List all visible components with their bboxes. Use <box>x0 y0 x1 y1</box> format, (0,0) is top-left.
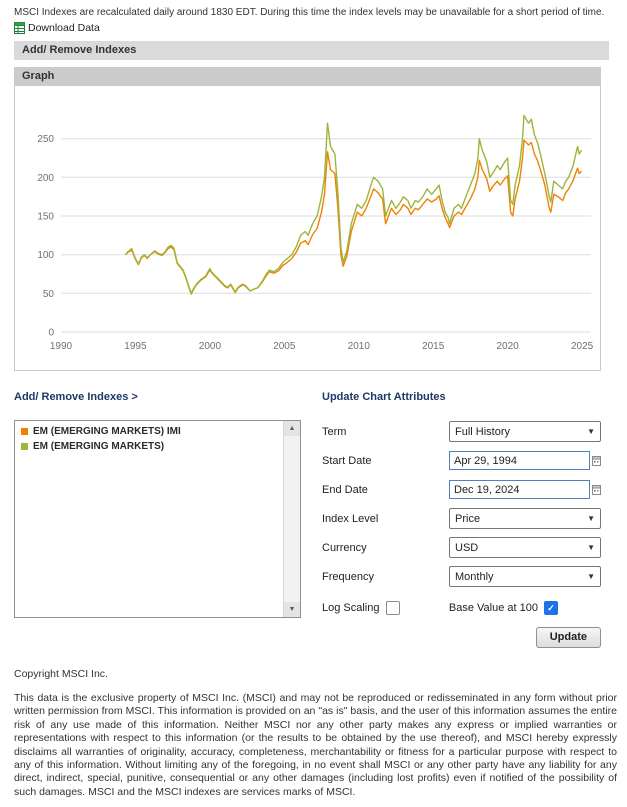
term-select[interactable]: Full History ▼ <box>449 421 601 442</box>
x-axis-tick-label: 2000 <box>199 341 222 352</box>
index-list-item-label: EM (EMERGING MARKETS) IMI <box>33 426 181 437</box>
frequency-label: Frequency <box>322 570 374 583</box>
index-chart: 0 50 100 150 200 250 1990 1995 2000 2005 2010 2015 2… <box>37 114 594 352</box>
update-button-row: Update <box>322 627 601 648</box>
index-list-item[interactable]: EM (EMERGING MARKETS) <box>17 439 281 454</box>
chevron-down-icon: ▼ <box>587 427 595 436</box>
log-scaling-group: Log Scaling <box>322 601 400 615</box>
calendar-icon[interactable] <box>592 484 601 495</box>
chevron-down-icon: ▼ <box>587 543 595 552</box>
start-date-row: Start Date Apr 29, 1994 <box>322 450 601 471</box>
frequency-select-value: Monthly <box>455 570 494 583</box>
term-row: Term Full History ▼ <box>322 421 601 442</box>
base-value-label: Base Value at 100 <box>448 602 538 614</box>
y-axis-tick-label: 200 <box>37 173 54 184</box>
lower-panel: Add/ Remove Indexes > EM (EMERGING MARKE… <box>14 391 601 652</box>
index-list-item-label: EM (EMERGING MARKETS) <box>33 441 165 452</box>
series-color-swatch <box>21 428 28 435</box>
y-axis-tick-label: 0 <box>48 328 54 339</box>
msci-index-tool-page: { "colors": { "series_imi_orange": "#ef8… <box>0 6 627 800</box>
scroll-up-icon[interactable]: ▲ <box>284 421 300 436</box>
series-color-swatch <box>21 443 28 450</box>
index-level-select-value: Price <box>455 512 481 525</box>
log-scaling-checkbox[interactable] <box>385 601 400 615</box>
graph-header-bar[interactable]: Graph <box>14 67 601 86</box>
base-value-group: Base Value at 100 ✓ <box>449 601 601 615</box>
check-icon: ✓ <box>547 603 555 613</box>
listbox-scrollbar[interactable]: ▲ ▼ <box>283 421 300 617</box>
currency-select-value: USD <box>455 541 479 554</box>
term-select-value: Full History <box>455 425 511 438</box>
chart-container: 0 50 100 150 200 250 1990 1995 2000 2005 2010 2015 2… <box>14 86 601 371</box>
term-label: Term <box>322 425 347 438</box>
index-level-label: Index Level <box>322 512 379 525</box>
scaling-options-row: Log Scaling Base Value at 100 ✓ <box>322 601 601 615</box>
download-data-label: Download Data <box>28 22 100 34</box>
index-level-select[interactable]: Price ▼ <box>449 508 601 529</box>
recalculation-notice: MSCI Indexes are recalculated daily arou… <box>14 7 605 18</box>
download-data-link[interactable]: Download Data <box>14 22 100 34</box>
index-listbox[interactable]: EM (EMERGING MARKETS) IMI EM (EMERGING MA… <box>14 420 301 618</box>
chart-attributes-column: Update Chart Attributes Term Full Histor… <box>322 391 601 652</box>
log-scaling-label: Log Scaling <box>322 602 380 614</box>
scroll-down-icon[interactable]: ▼ <box>284 602 300 617</box>
currency-label: Currency <box>322 541 367 554</box>
y-axis-tick-label: 100 <box>37 250 54 261</box>
index-selection-column: Add/ Remove Indexes > EM (EMERGING MARKE… <box>14 391 301 618</box>
y-axis-tick-label: 150 <box>37 212 54 223</box>
end-date-value: Dec 19, 2024 <box>454 483 520 496</box>
add-remove-indexes-link[interactable]: Add/ Remove Indexes > <box>14 391 138 403</box>
x-axis-tick-label: 2005 <box>273 341 296 352</box>
frequency-row: Frequency Monthly ▼ <box>322 566 601 587</box>
start-date-value: Apr 29, 1994 <box>454 454 517 467</box>
x-axis-tick-label: 2010 <box>348 341 371 352</box>
spreadsheet-icon <box>14 22 25 34</box>
update-chart-attributes-title: Update Chart Attributes <box>322 391 446 403</box>
index-level-row: Index Level Price ▼ <box>322 508 601 529</box>
x-axis-tick-label: 2025 <box>571 341 594 352</box>
index-list-item[interactable]: EM (EMERGING MARKETS) IMI <box>17 424 281 439</box>
frequency-select[interactable]: Monthly ▼ <box>449 566 601 587</box>
update-button[interactable]: Update <box>535 627 601 648</box>
y-axis-tick-label: 250 <box>37 134 54 145</box>
start-date-input[interactable]: Apr 29, 1994 <box>449 451 590 470</box>
chevron-down-icon: ▼ <box>587 572 595 581</box>
y-axis-tick-label: 50 <box>43 289 55 300</box>
start-date-label: Start Date <box>322 454 372 467</box>
currency-row: Currency USD ▼ <box>322 537 601 558</box>
end-date-row: End Date Dec 19, 2024 <box>322 479 601 500</box>
series-line <box>124 114 583 295</box>
end-date-label: End Date <box>322 483 368 496</box>
legal-disclaimer: This data is the exclusive property of M… <box>14 692 617 798</box>
add-remove-indexes-header-bar[interactable]: Add/ Remove Indexes <box>14 41 609 60</box>
x-axis-tick-label: 1995 <box>124 341 147 352</box>
end-date-input[interactable]: Dec 19, 2024 <box>449 480 590 499</box>
calendar-icon[interactable] <box>592 455 601 466</box>
chevron-down-icon: ▼ <box>587 514 595 523</box>
currency-select[interactable]: USD ▼ <box>449 537 601 558</box>
base-value-checkbox[interactable]: ✓ <box>544 601 558 615</box>
x-axis-tick-label: 2020 <box>496 341 519 352</box>
index-list-items: EM (EMERGING MARKETS) IMI EM (EMERGING MA… <box>15 421 283 617</box>
x-axis-tick-label: 2015 <box>422 341 445 352</box>
x-axis-tick-label: 1990 <box>50 341 73 352</box>
copyright-line: Copyright MSCI Inc. <box>14 668 108 680</box>
